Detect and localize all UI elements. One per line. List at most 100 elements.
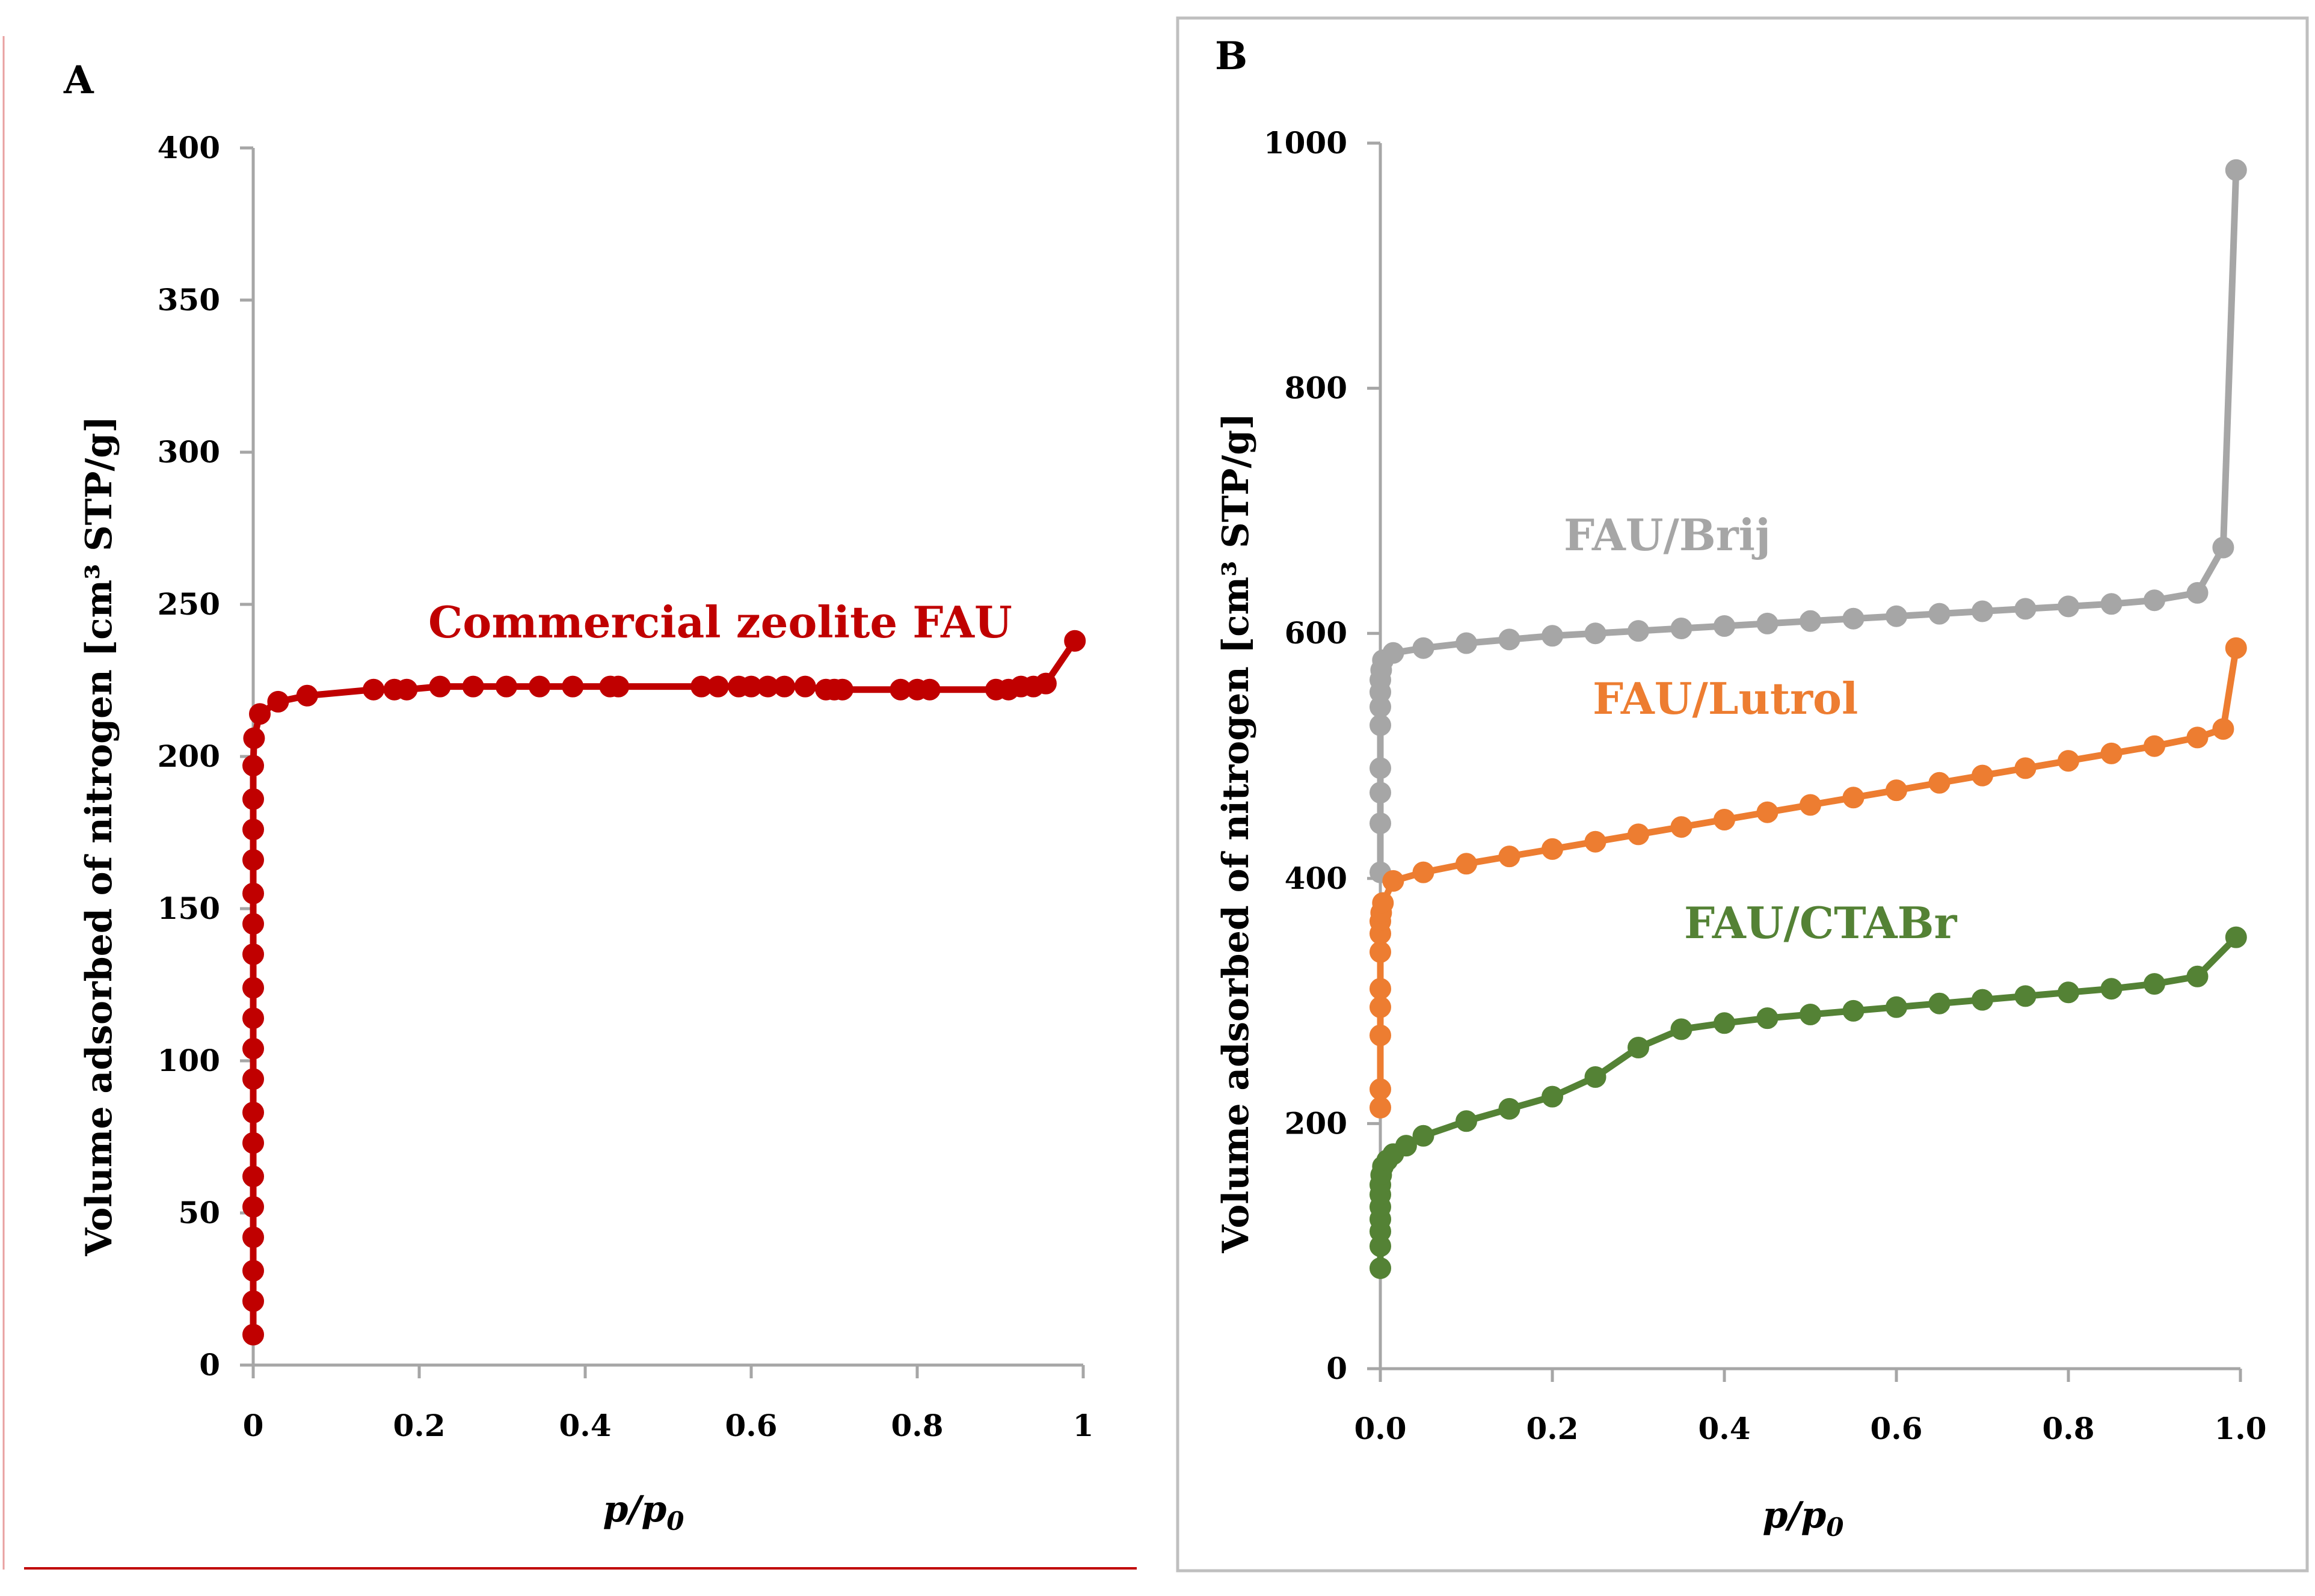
panel-a-point-commercial-zeolite-fau [396,678,418,701]
panel-a-point-commercial-zeolite-fau [242,913,264,935]
panel-b-point-fau-brij [1370,714,1391,736]
panel-b-point-fau-lutrol [1370,996,1391,1018]
panel-a-y-tick-label: 250 [158,586,220,622]
panel-b-point-fau-ctabr [2225,926,2247,948]
panel-b-point-fau-lutrol [2058,750,2079,772]
panel-b-point-fau-brij [2014,598,2037,620]
panel-b-point-fau-lutrol [1370,1078,1391,1100]
panel-b-point-fau-ctabr [2144,973,2165,995]
panel-a-y-axis-title: Volume adsorbed of nitrogen [cm³ STP/g] [78,416,120,1256]
panel-b-point-fau-brij [2212,536,2234,559]
panel-b-point-fau-ctabr [1972,989,1993,1011]
panel-b-point-fau-ctabr [1928,992,1951,1014]
panel-a-series-commercial-zeolite-fau [242,630,1086,1346]
panel-a-point-commercial-zeolite-fau [296,684,318,707]
panel-b-point-fau-brij [2144,589,2165,612]
panel-b-point-fau-brij [1498,628,1520,651]
panel-b-point-fau-lutrol [1412,861,1434,883]
panel-b-point-fau-brij [1382,642,1404,664]
panel-b-point-fau-brij [1842,607,1865,630]
panel-b-y-tick-label: 800 [1285,370,1347,406]
panel-b-point-fau-lutrol [2014,757,2037,779]
panel-a-y-tick-label: 200 [158,738,220,774]
panel-b-point-fau-lutrol [1370,1024,1391,1046]
panel-b-point-fau-ctabr [1670,1018,1692,1040]
panel-a-point-commercial-zeolite-fau [495,675,517,698]
panel-b-x-tick-label: 1.0 [2215,1411,2267,1446]
panel-a-point-commercial-zeolite-fau [529,675,551,698]
panel-b-point-fau-lutrol [1456,853,1477,875]
panel-a-point-commercial-zeolite-fau [242,1290,264,1312]
panel-a-point-commercial-zeolite-fau [242,1132,264,1154]
panel-a-point-commercial-zeolite-fau [773,675,796,698]
panel-a-series [242,630,1086,1346]
panel-a-point-commercial-zeolite-fau [242,1324,264,1346]
panel-b-point-fau-lutrol [2144,735,2165,757]
panel-a-x-tick-label: 0.6 [725,1408,778,1443]
panel-b-point-fau-ctabr [2058,981,2079,1004]
panel-a-point-commercial-zeolite-fau [429,675,451,698]
panel-a-point-commercial-zeolite-fau [1035,672,1057,695]
panel-b-y-tick-label: 400 [1285,861,1347,896]
panel-a-y-tick-label: 350 [158,282,220,318]
panel-b-point-fau-ctabr [1456,1110,1477,1132]
panel-b-point-fau-lutrol [1370,978,1391,1000]
panel-b-point-fau-lutrol [1886,779,1907,802]
panel-a-y-tick-label: 150 [158,891,220,926]
panel-a-label: A [63,58,94,103]
panel-a-x-tick-labels: 0 0.2 0.4 0.6 0.8 1 [243,1365,1093,1443]
panel-a-point-commercial-zeolite-fau [462,675,484,698]
panel-b-y-tick-label: 1000 [1264,125,1347,161]
panel-b-y-tick-label: 600 [1285,615,1347,651]
panel-b-point-fau-brij [1714,615,1735,637]
panel-b-x-tick-labels: 0.0 0.2 0.4 0.6 0.8 1.0 [1354,1369,2267,1446]
panel-a-point-commercial-zeolite-fau [363,678,385,701]
panel-b-point-fau-ctabr [1842,999,1865,1022]
panel-b-point-fau-brij [1370,782,1391,804]
panel-b-series-fau-ctabr [1370,926,2247,1279]
panel-b-point-fau-lutrol [2100,742,2123,764]
panel-a-y-tick-label: 0 [199,1347,220,1383]
panel-b-lutrol-label: FAU/Lutrol [1593,673,1858,724]
panel-a-point-commercial-zeolite-fau [242,1260,264,1282]
panel-a-point-commercial-zeolite-fau [242,1068,264,1090]
panel-b-chart: 0 200 400 600 800 1000 0.0 0.2 0.4 0.6 0.8 1.0 Vol… [1215,125,2267,1542]
panel-a-point-commercial-zeolite-fau [918,678,941,701]
panel-b-x-tick-label: 0.2 [1526,1411,1579,1446]
panel-a-point-commercial-zeolite-fau [1064,630,1086,652]
panel-a-y-tick-label: 50 [178,1195,220,1230]
panel-b-point-fau-lutrol [1756,801,1779,823]
panel-a-point-commercial-zeolite-fau [242,849,264,871]
panel-a-y-tick-label: 400 [158,130,220,165]
panel-b-point-fau-brij [1584,622,1606,645]
panel-b-point-fau-brij [1412,637,1434,659]
panel-b-point-fau-lutrol [2212,718,2234,740]
panel-b-point-fau-brij [1456,632,1477,654]
panel-b-y-tick-labels: 0 200 400 600 800 1000 [1264,125,1380,1386]
panel-a-point-commercial-zeolite-fau [242,1007,264,1030]
panel-a-x-tick-label: 0.4 [559,1408,612,1443]
panel-a-point-commercial-zeolite-fau [242,977,264,999]
panel-b-point-fau-lutrol [1714,809,1735,830]
panel-a-point-commercial-zeolite-fau [242,1037,264,1060]
panel-b-point-fau-ctabr [1756,1007,1779,1030]
panel-a-point-commercial-zeolite-fau [249,703,271,725]
panel-b-point-fau-lutrol [2186,726,2209,749]
panel-b-point-fau-brij [1670,618,1692,639]
panel-b-point-fau-lutrol [1928,772,1951,794]
panel-a-series-label: Commercial zeolite FAU [428,597,1012,648]
panel-b-point-fau-ctabr [2100,978,2123,1000]
panel-b-point-fau-lutrol [1370,1096,1391,1119]
panel-b-x-tick-label: 0.0 [1354,1411,1407,1446]
panel-b-label: B [1215,34,1247,79]
panel-a-point-commercial-zeolite-fau [242,943,264,965]
panel-b-point-fau-brij [2100,593,2123,615]
panel-b-point-fau-brij [2225,159,2247,181]
panel-b-point-fau-ctabr [1886,996,1907,1018]
panel-b-point-fau-lutrol [1382,870,1404,892]
panel-b-frame [1176,16,2309,1573]
panel-a-point-commercial-zeolite-fau [242,818,264,841]
panel-b-brij-label: FAU/Brij [1564,509,1771,560]
